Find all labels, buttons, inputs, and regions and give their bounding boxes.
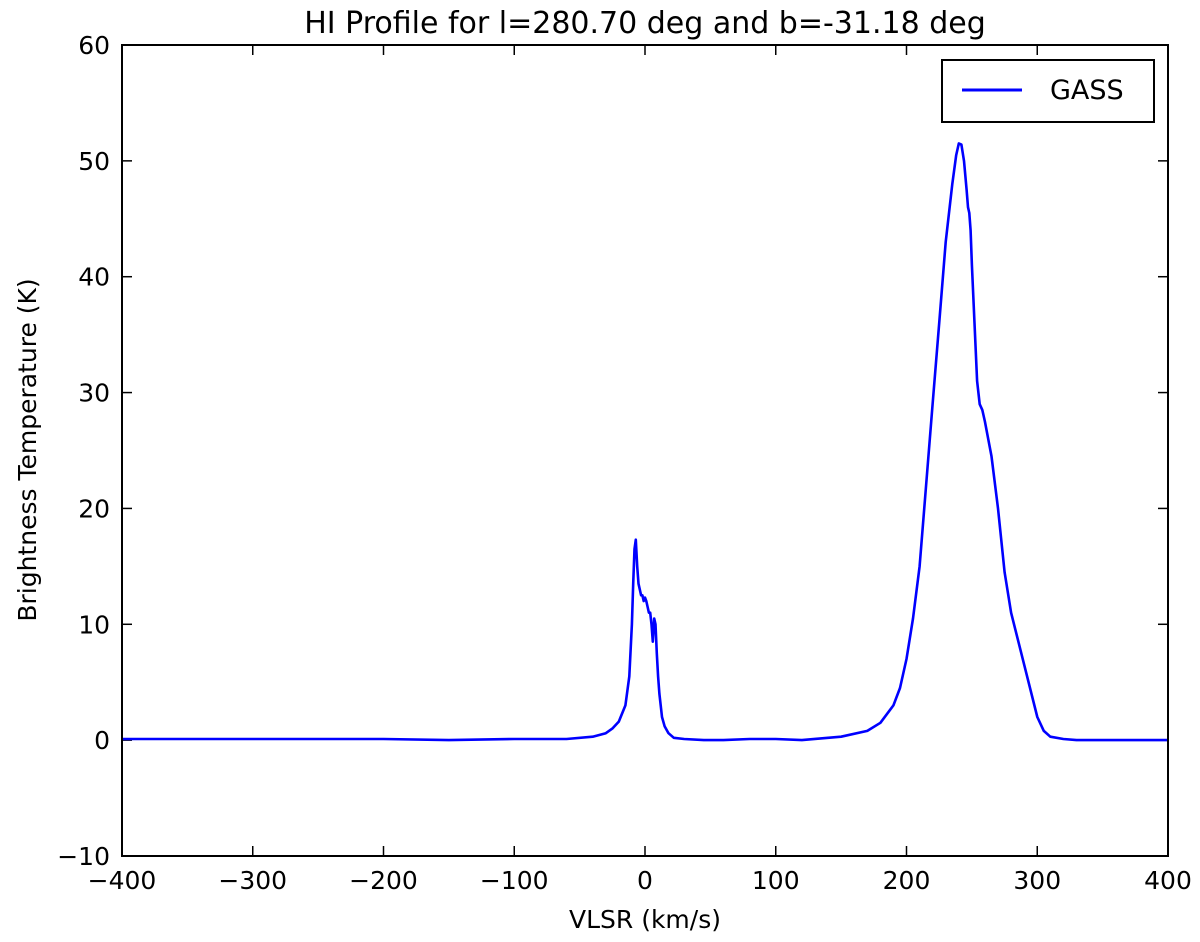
y-tick-label: 0 [94,726,110,755]
x-tick-label: −300 [218,866,287,895]
x-tick-label: 400 [1144,866,1192,895]
series-line-gass [122,142,1168,742]
plot-frame [121,44,1169,857]
y-tick-label: 30 [78,379,110,408]
x-tick-label: 0 [637,866,653,895]
x-tick-label: −400 [88,866,157,895]
y-tick-label: 10 [78,610,110,639]
x-tick-label: 200 [883,866,931,895]
y-tick-label: 50 [78,147,110,176]
y-tick-label: 60 [78,31,110,60]
x-ticks: −400 −300 −200 −100 0 100 200 300 400 [88,45,1192,895]
x-tick-label: −200 [349,866,418,895]
y-axis-label: Brightness Temperature (K) [13,278,42,621]
legend-label-gass: GASS [1050,75,1124,106]
x-axis-label: VLSR (km/s) [569,905,721,934]
x-tick-label: 100 [752,866,800,895]
y-tick-label: −10 [57,842,110,871]
legend: GASS [941,59,1155,123]
y-tick-label: 20 [78,494,110,523]
y-ticks: −10 0 10 20 30 40 50 60 [57,31,1168,871]
y-tick-label: 40 [78,263,110,292]
plot-area [122,45,1168,856]
x-tick-label: −100 [480,866,549,895]
chart-title: HI Profile for l=280.70 deg and b=-31.18… [304,6,986,41]
x-tick-label: 300 [1013,866,1061,895]
